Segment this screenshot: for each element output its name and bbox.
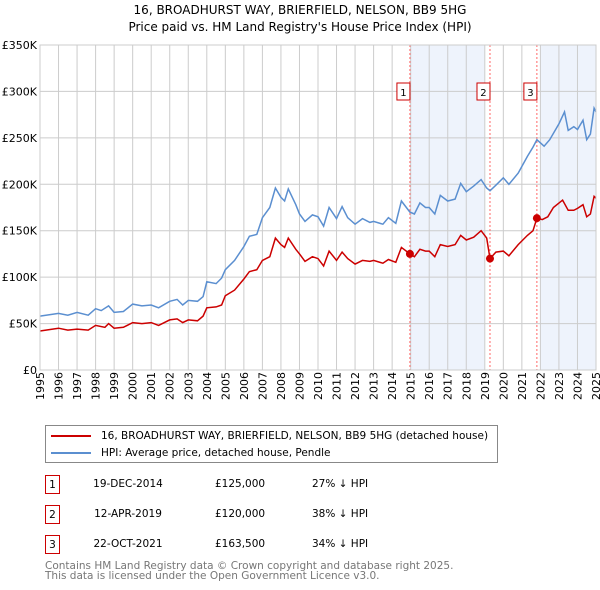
x-tick-label: 2001 [145, 372, 158, 400]
x-tick-label: 2020 [497, 372, 510, 400]
sale-marker-label: 1 [400, 88, 406, 99]
transaction-row: 1 19-DEC-2014 £125,000 27% ↓ HPI [45, 475, 545, 495]
sale-date: 22-OCT-2021 [93, 538, 163, 550]
x-tick-label: 2009 [293, 372, 306, 400]
y-tick-label: £50K [9, 318, 38, 331]
shaded-period [540, 45, 596, 370]
x-tick-label: 2010 [312, 372, 325, 400]
legend-item-property: 16, BROADHURST WAY, BRIERFIELD, NELSON, … [51, 428, 488, 444]
sale-date: 19-DEC-2014 [93, 478, 163, 490]
x-tick-label: 2002 [164, 372, 177, 400]
transaction-row: 2 12-APR-2019 £120,000 38% ↓ HPI [45, 505, 545, 525]
x-tick-label: 2006 [238, 372, 251, 400]
sale-marker-badge [396, 82, 411, 101]
x-tick-label: 2008 [275, 372, 288, 400]
hpi-diff: 34% ↓ HPI [312, 538, 369, 550]
x-tick-label: 2011 [331, 372, 344, 400]
y-tick-label: £0 [23, 364, 37, 377]
sale-marker-badge [476, 82, 491, 101]
y-tick-label: £300K [2, 85, 38, 98]
marker-badge: 2 [45, 505, 60, 524]
x-tick-label: 2015 [405, 372, 418, 400]
property-price-line [39, 194, 597, 332]
legend-label: 16, BROADHURST WAY, BRIERFIELD, NELSON, … [101, 430, 489, 442]
sale-price: £125,000 [215, 478, 266, 490]
y-tick-label: £100K [2, 271, 38, 284]
sale-point [405, 249, 414, 258]
x-tick-label: 2021 [516, 372, 529, 400]
hpi-line [39, 105, 597, 317]
sale-marker-label: 3 [527, 88, 533, 99]
price-chart: 1995 1996 1997 1998 1999 2000 2001 2002 2003 2004… [2, 39, 600, 400]
x-tick-label: 1996 [53, 372, 66, 400]
sale-point [532, 214, 541, 223]
x-tick-label: 2016 [423, 372, 436, 400]
marker-badge: 3 [45, 535, 60, 554]
x-tick-label: 2022 [534, 372, 547, 400]
x-tick-label: 1999 [108, 372, 121, 400]
x-tick-label: 2023 [553, 372, 566, 400]
x-tick-label: 2003 [182, 372, 195, 400]
transaction-row: 3 22-OCT-2021 £163,500 34% ↓ HPI [45, 535, 545, 555]
x-tick-label: 2024 [571, 372, 584, 400]
x-tick-label: 2017 [442, 372, 455, 400]
y-tick-label: £150K [2, 225, 38, 238]
footer-licence: This data is licensed under the Open Gov… [45, 570, 380, 582]
sale-date: 12-APR-2019 [94, 508, 162, 520]
sale-marker-label: 2 [480, 88, 486, 99]
y-tick-label: £200K [2, 178, 38, 191]
x-tick-label: 2025 [590, 372, 600, 400]
x-tick-label: 2012 [349, 372, 362, 400]
x-tick-label: 2004 [201, 372, 214, 400]
x-tick-label: 2018 [460, 372, 473, 400]
y-tick-label: £350K [2, 39, 38, 52]
x-tick-label: 1998 [90, 372, 103, 400]
property-line-swatch [51, 435, 91, 437]
sale-marker-badge [523, 82, 538, 101]
x-tick-label: 2000 [127, 372, 140, 400]
y-tick-label: £250K [2, 132, 38, 145]
marker-badge: 1 [45, 475, 60, 494]
sale-price: £120,000 [215, 508, 266, 520]
legend-item-hpi: HPI: Average price, detached house, Pend… [51, 445, 330, 461]
x-tick-label: 2005 [219, 372, 232, 400]
legend: 16, BROADHURST WAY, BRIERFIELD, NELSON, … [45, 425, 498, 463]
hpi-line-swatch [51, 452, 91, 454]
sale-price: £163,500 [215, 538, 266, 550]
x-tick-label: 2007 [256, 372, 269, 400]
legend-label: HPI: Average price, detached house, Pend… [101, 447, 331, 459]
hpi-diff: 27% ↓ HPI [312, 478, 369, 490]
x-tick-label: 2014 [386, 372, 399, 400]
x-tick-label: 2019 [479, 372, 492, 400]
sale-point [485, 254, 494, 263]
x-tick-label: 1995 [34, 372, 47, 400]
x-tick-label: 1997 [71, 372, 84, 400]
hpi-diff: 38% ↓ HPI [312, 508, 369, 520]
x-tick-label: 2013 [368, 372, 381, 400]
footer-copyright: Contains HM Land Registry data © Crown c… [45, 560, 454, 572]
chart-subtitle: Price paid vs. HM Land Registry's House … [128, 20, 472, 34]
plot-border [39, 44, 597, 371]
chart-title: 16, BROADHURST WAY, BRIERFIELD, NELSON, … [133, 3, 467, 17]
